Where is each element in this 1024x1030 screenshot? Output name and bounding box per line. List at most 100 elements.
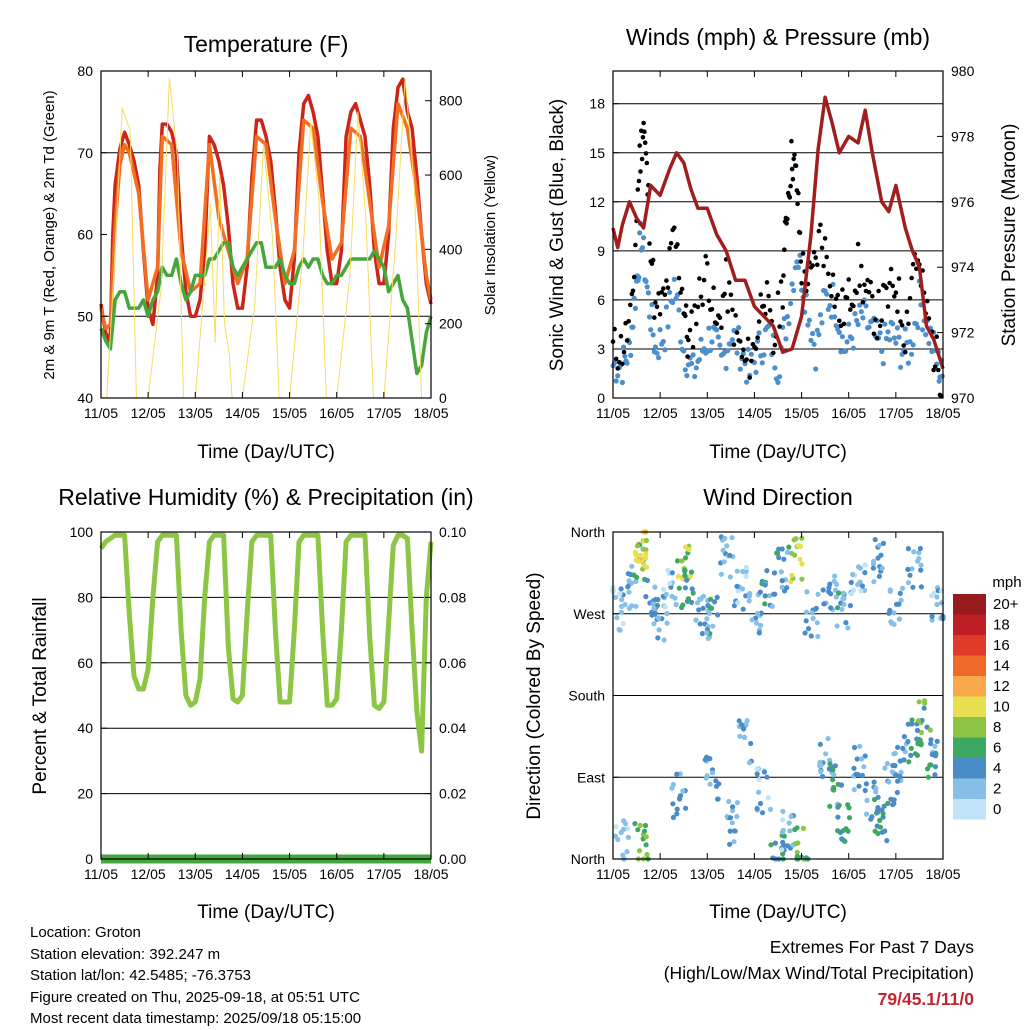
direction-point — [893, 772, 899, 778]
direction-point — [934, 594, 940, 600]
gust-point — [896, 276, 902, 281]
t2m-line — [99, 77, 433, 343]
wind-point — [636, 274, 642, 280]
direction-point — [620, 826, 627, 832]
direction-point — [697, 596, 703, 602]
direction-point — [748, 740, 754, 747]
gust-point — [873, 317, 878, 322]
direction-point — [613, 824, 619, 830]
direction-point — [737, 733, 743, 739]
direction-point — [918, 742, 924, 748]
direction-point — [871, 579, 877, 585]
gust-point — [784, 221, 789, 226]
direction-cluster — [882, 761, 900, 808]
y-tick-label: 15 — [589, 145, 605, 161]
wind-point — [745, 346, 751, 352]
x-tick-label: 11/05 — [84, 866, 118, 882]
y2-tick-label: 976 — [951, 194, 975, 210]
gust-point — [792, 152, 797, 157]
wind-point — [784, 313, 791, 320]
direction-point — [684, 577, 690, 583]
direction-point — [905, 546, 912, 552]
direction-cluster — [788, 535, 805, 585]
wind-point — [893, 340, 899, 346]
wind-point — [748, 351, 754, 357]
wind-point — [737, 366, 743, 372]
direction-point — [799, 576, 805, 582]
direction-point — [876, 573, 883, 579]
y-tick-label: 50 — [77, 308, 93, 324]
direction-point — [901, 757, 907, 763]
direction-cluster — [612, 818, 632, 862]
wind-point — [811, 341, 817, 347]
gust-point — [631, 274, 637, 280]
direction-point — [830, 767, 836, 773]
gust-point — [730, 307, 735, 313]
wind-point — [660, 338, 666, 345]
direction-point — [644, 577, 651, 584]
wind-point — [832, 314, 838, 320]
wind-direction-ylabel: Direction (Colored By Speed) — [524, 572, 545, 819]
wind-point — [654, 350, 660, 356]
x-tick-label: 18/05 — [413, 405, 448, 421]
direction-point — [731, 839, 737, 845]
direction-point — [622, 602, 628, 608]
wind-point — [902, 326, 908, 332]
gust-point — [764, 280, 770, 285]
direction-point — [840, 590, 846, 596]
wind-point — [894, 325, 901, 331]
legend-label: 14 — [993, 658, 1010, 675]
direction-point — [663, 591, 669, 597]
direction-point — [900, 585, 906, 591]
direction-point — [876, 542, 883, 548]
wind-point — [905, 360, 912, 366]
direction-point — [633, 578, 639, 585]
direction-point — [735, 600, 741, 606]
gust-point — [926, 316, 932, 321]
direction-point — [858, 588, 864, 594]
gust-point — [626, 319, 631, 324]
direction-point — [802, 630, 808, 636]
direction-point — [786, 544, 792, 550]
gust-point — [874, 336, 880, 341]
direction-point — [624, 849, 630, 855]
direction-cluster — [731, 564, 750, 612]
direction-point — [682, 555, 689, 561]
gust-point — [829, 293, 834, 299]
gust-point — [698, 294, 704, 300]
winds-y2label: Station Pressure (Maroon) — [999, 124, 1020, 347]
gust-point — [755, 335, 760, 340]
gust-point — [822, 236, 828, 241]
x-tick-label: 12/05 — [643, 866, 678, 882]
direction-point — [803, 609, 810, 615]
direction-point — [823, 751, 829, 757]
direction-point — [862, 570, 868, 576]
y-tick-label: 80 — [77, 63, 93, 79]
y-tick-label: 60 — [77, 655, 93, 671]
elevation-text: Station elevation: 392.247 m — [30, 945, 221, 963]
direction-point — [713, 778, 719, 784]
gust-point — [650, 257, 656, 263]
plot-frame — [100, 531, 432, 860]
direction-cluster — [891, 734, 910, 784]
latlon-text: Station lat/lon: 42.5485; -76.3753 — [30, 967, 252, 984]
gust-point — [749, 358, 754, 364]
direction-point — [851, 765, 857, 771]
direction-point — [741, 734, 747, 740]
direction-point — [818, 762, 824, 768]
direction-point — [694, 600, 701, 606]
direction-point — [689, 586, 695, 592]
direction-point — [682, 544, 689, 550]
gust-point — [771, 350, 776, 356]
wind-point — [631, 295, 637, 301]
direction-point — [656, 627, 662, 633]
direction-point — [704, 773, 710, 779]
gust-point — [738, 339, 743, 344]
extremes-heading: Extremes For Past 7 Days — [769, 937, 974, 957]
direction-point — [771, 570, 778, 576]
gust-point — [899, 323, 905, 328]
direction-point — [848, 579, 854, 586]
gust-point — [694, 321, 699, 327]
direction-point — [758, 622, 764, 628]
direction-point — [788, 813, 794, 820]
